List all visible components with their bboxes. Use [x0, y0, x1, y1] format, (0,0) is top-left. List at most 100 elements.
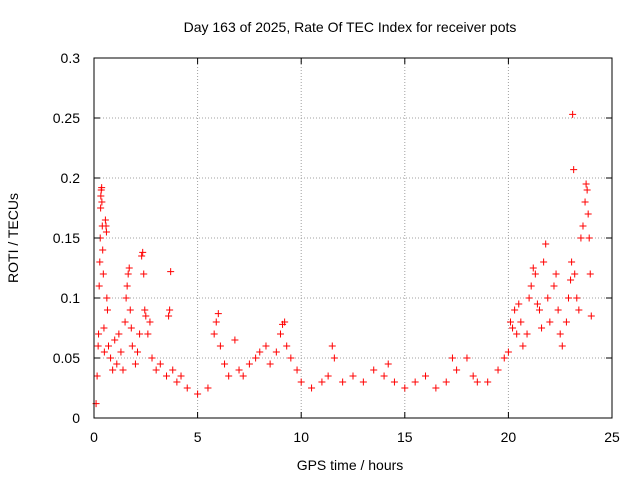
data-point [515, 300, 523, 308]
data-point [121, 318, 129, 326]
data-point [370, 366, 378, 374]
data-point [544, 294, 552, 302]
data-point [210, 330, 218, 338]
data-point [98, 184, 106, 192]
data-point [359, 378, 367, 386]
data-point [119, 366, 127, 374]
data-point [266, 360, 274, 368]
data-point [504, 348, 512, 356]
y-tick-labels: 0 0.05 0.1 0.15 0.2 0.25 0.3 [53, 50, 80, 426]
data-point [339, 378, 347, 386]
x-tick-label: 5 [194, 429, 202, 445]
data-point [535, 306, 543, 314]
data-point [102, 228, 110, 236]
data-point [469, 372, 477, 380]
data-point [523, 330, 531, 338]
data-point [105, 342, 113, 350]
data-point [173, 378, 181, 386]
data-point [500, 354, 508, 362]
data-point [390, 378, 398, 386]
data-point [564, 294, 572, 302]
data-point [125, 264, 133, 272]
data-point [575, 306, 583, 314]
data-point [231, 336, 239, 344]
data-point [166, 306, 174, 314]
data-point [252, 354, 260, 362]
data-point [123, 282, 131, 290]
data-point [542, 240, 550, 248]
data-point [122, 294, 130, 302]
data-point [509, 324, 517, 332]
data-point [100, 324, 108, 332]
data-point [97, 204, 105, 212]
data-point [558, 342, 566, 350]
data-point [583, 186, 591, 194]
data-point [571, 270, 579, 278]
data-point [324, 372, 332, 380]
data-point [463, 354, 471, 362]
data-point [581, 198, 589, 206]
x-tick-label: 20 [501, 429, 517, 445]
data-point [103, 306, 111, 314]
data-point [142, 312, 150, 320]
data-point [411, 378, 419, 386]
data-point [330, 354, 338, 362]
data-point [136, 330, 144, 338]
data-point [582, 180, 590, 188]
data-point [204, 384, 212, 392]
data-point [484, 378, 492, 386]
data-point [216, 342, 224, 350]
data-point [573, 294, 581, 302]
data-point [586, 270, 594, 278]
data-point [111, 336, 119, 344]
data-point [214, 310, 222, 318]
data-point [579, 222, 587, 230]
data-point [511, 306, 519, 314]
data-point [245, 360, 253, 368]
data-point [109, 366, 117, 374]
data-point [506, 318, 514, 326]
data-point [144, 330, 152, 338]
x-axis-label: GPS time / hours [297, 457, 404, 473]
data-point [540, 258, 548, 266]
data-point [380, 372, 388, 380]
x-tick-label: 0 [90, 429, 98, 445]
data-point [163, 372, 171, 380]
data-point [221, 360, 229, 368]
grid-lines [94, 58, 612, 418]
data-point [95, 330, 103, 338]
data-point [156, 360, 164, 368]
data-point [167, 268, 175, 276]
data-point [527, 282, 535, 290]
data-point [584, 210, 592, 218]
data-point [152, 366, 160, 374]
data-point [235, 366, 243, 374]
data-point [113, 360, 121, 368]
data-point [115, 330, 123, 338]
data-point [328, 342, 336, 350]
data-point [95, 282, 103, 290]
y-tick-label: 0.15 [53, 230, 80, 246]
data-point [562, 318, 570, 326]
data-point [554, 306, 562, 314]
data-point [212, 318, 220, 326]
y-axis-label: ROTI / TECUs [5, 193, 21, 283]
data-point [94, 342, 102, 350]
data-point [183, 384, 191, 392]
x-tick-label: 10 [293, 429, 309, 445]
data-point [97, 192, 105, 200]
data-point [134, 348, 142, 356]
data-point [107, 354, 115, 362]
data-point [98, 198, 106, 206]
data-point [272, 348, 280, 356]
data-point [262, 342, 270, 350]
data-point [519, 342, 527, 350]
data-point [577, 234, 585, 242]
data-point [585, 234, 593, 242]
data-point [569, 110, 577, 118]
data-point [494, 366, 502, 374]
data-point [308, 384, 316, 392]
data-point [529, 264, 537, 272]
data-point [140, 270, 148, 278]
